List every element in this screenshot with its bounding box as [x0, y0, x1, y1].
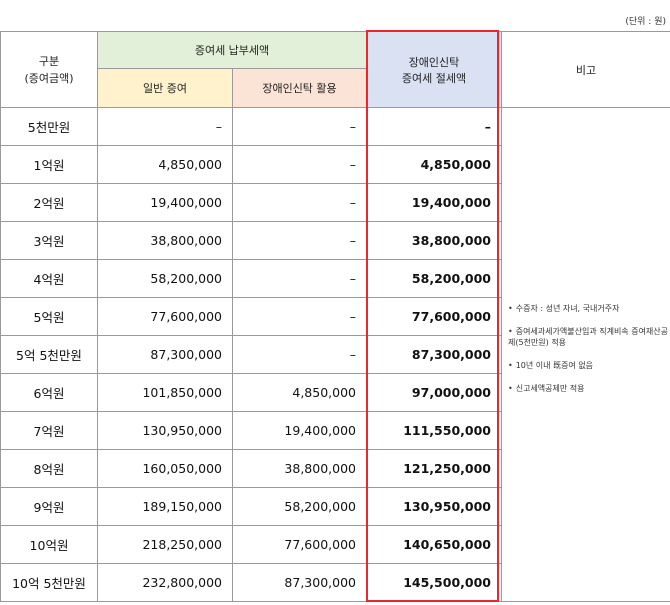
- table-row: 7억원 130,950,000 19,400,000 111,550,000: [0, 411, 670, 450]
- unit-label: (단위 : 원): [625, 17, 666, 27]
- notes-cell: 수증자 : 성년 자녀, 국내거주자증여세과세가액불산입과 직계비속 증여재산공…: [501, 107, 670, 602]
- gift-amount-cell: 7억원: [0, 411, 98, 450]
- table-row: 3억원 38,800,000–38,800,000: [0, 221, 670, 260]
- table-row: 5천만원–––수증자 : 성년 자녀, 국내거주자증여세과세가액불산입과 직계비…: [0, 107, 670, 602]
- trust-gift-tax-cell: –: [232, 259, 367, 298]
- trust-gift-tax-cell: –: [232, 107, 367, 146]
- tax-saving-cell: 77,600,000: [366, 297, 502, 336]
- trust-gift-tax-cell: –: [232, 183, 367, 222]
- note-item: 10년 이내 既증여 없음: [508, 360, 670, 371]
- trust-gift-tax-cell: 38,800,000: [232, 449, 367, 488]
- gift-amount-cell: 5억 5천만원: [0, 335, 98, 374]
- tax-saving-cell: 121,250,000: [366, 449, 502, 488]
- table-row: 5억 5천만원 87,300,000–87,300,000: [0, 335, 670, 374]
- general-gift-tax-cell: 19,400,000: [97, 183, 233, 222]
- gift-amount-cell: 1억원: [0, 145, 98, 184]
- note-item: 수증자 : 성년 자녀, 국내거주자: [508, 303, 670, 314]
- gift-amount-cell: 3억원: [0, 221, 98, 260]
- general-gift-tax-cell: 160,050,000: [97, 449, 233, 488]
- header-tax-payable: 증여세 납부세액: [97, 31, 367, 69]
- gift-amount-cell: 10억 5천만원: [0, 563, 98, 602]
- tax-saving-cell: 4,850,000: [366, 145, 502, 184]
- table-row: 4억원 58,200,000–58,200,000: [0, 259, 670, 298]
- header-notes: 비고: [501, 31, 670, 108]
- trust-gift-tax-cell: 19,400,000: [232, 411, 367, 450]
- general-gift-tax-cell: –: [97, 107, 233, 146]
- header-tax-saving-line1: 장애인신탁: [408, 55, 460, 69]
- table-row: 8억원 160,050,000 38,800,000 121,250,000: [0, 449, 670, 488]
- table-row: 2억원 19,400,000–19,400,000: [0, 183, 670, 222]
- gift-amount-cell: 4억원: [0, 259, 98, 298]
- general-gift-tax-cell: 58,200,000: [97, 259, 233, 298]
- gift-tax-table: 구분 (증여금액) 증여세 납부세액 장애인신탁 증여세 절세액 비고 일반 증…: [0, 31, 670, 602]
- header-tax-saving-line2: 증여세 절세액: [401, 71, 467, 85]
- tax-saving-cell: 111,550,000: [366, 411, 502, 450]
- note-item: 증여세과세가액불산입과 직계비속 증여재산공제(5천만원) 적용: [508, 326, 670, 348]
- general-gift-tax-cell: 232,800,000: [97, 563, 233, 602]
- gift-amount-cell: 8억원: [0, 449, 98, 488]
- general-gift-tax-cell: 87,300,000: [97, 335, 233, 374]
- gift-amount-cell: 5천만원: [0, 107, 98, 146]
- tax-saving-cell: 145,500,000: [366, 563, 502, 602]
- tax-saving-cell: 19,400,000: [366, 183, 502, 222]
- trust-gift-tax-cell: 58,200,000: [232, 487, 367, 526]
- table-row: 10억 5천만원 232,800,000 87,300,000 145,500,000: [0, 563, 670, 602]
- header-category: 구분 (증여금액): [0, 31, 98, 108]
- general-gift-tax-cell: 77,600,000: [97, 297, 233, 336]
- gift-amount-cell: 6억원: [0, 373, 98, 412]
- tax-saving-cell: 58,200,000: [366, 259, 502, 298]
- gift-amount-cell: 2억원: [0, 183, 98, 222]
- trust-gift-tax-cell: –: [232, 221, 367, 260]
- header-trust-use: 장애인신탁 활용: [232, 68, 367, 108]
- table-body: 5천만원–––수증자 : 성년 자녀, 국내거주자증여세과세가액불산입과 직계비…: [0, 107, 670, 602]
- tax-saving-cell: 87,300,000: [366, 335, 502, 374]
- tax-saving-cell: –: [366, 107, 502, 146]
- general-gift-tax-cell: 189,150,000: [97, 487, 233, 526]
- tax-saving-cell: 140,650,000: [366, 525, 502, 564]
- header-category-subtitle: (증여금액): [24, 71, 74, 85]
- general-gift-tax-cell: 101,850,000: [97, 373, 233, 412]
- general-gift-tax-cell: 130,950,000: [97, 411, 233, 450]
- trust-gift-tax-cell: 4,850,000: [232, 373, 367, 412]
- header-category-title: 구분: [38, 54, 60, 68]
- gift-amount-cell: 10억원: [0, 525, 98, 564]
- header-general-gift: 일반 증여: [97, 68, 233, 108]
- gift-amount-cell: 9억원: [0, 487, 98, 526]
- trust-gift-tax-cell: 87,300,000: [232, 563, 367, 602]
- general-gift-tax-cell: 218,250,000: [97, 525, 233, 564]
- gift-amount-cell: 5억원: [0, 297, 98, 336]
- general-gift-tax-cell: 38,800,000: [97, 221, 233, 260]
- header-tax-saving: 장애인신탁 증여세 절세액: [366, 31, 502, 108]
- trust-gift-tax-cell: –: [232, 145, 367, 184]
- trust-gift-tax-cell: 77,600,000: [232, 525, 367, 564]
- note-item: 신고세액공제만 적용: [508, 383, 670, 394]
- trust-gift-tax-cell: –: [232, 297, 367, 336]
- general-gift-tax-cell: 4,850,000: [97, 145, 233, 184]
- tax-saving-cell: 130,950,000: [366, 487, 502, 526]
- notes-list: 수증자 : 성년 자녀, 국내거주자증여세과세가액불산입과 직계비속 증여재산공…: [508, 303, 670, 394]
- tax-saving-cell: 97,000,000: [366, 373, 502, 412]
- trust-gift-tax-cell: –: [232, 335, 367, 374]
- tax-saving-cell: 38,800,000: [366, 221, 502, 260]
